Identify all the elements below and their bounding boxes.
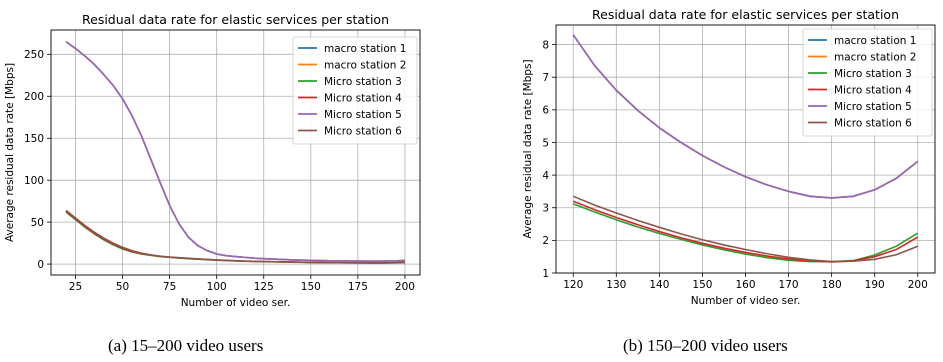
b-ytick-label: 7 [542, 72, 549, 84]
a-chart-title: Residual data rate for elastic services … [82, 12, 389, 27]
b-series-micro-station-6 [572, 195, 919, 263]
a-xtick-label: 125 [254, 281, 274, 293]
a-legend-box [292, 36, 418, 145]
b-ytick-label: 4 [542, 170, 549, 182]
a-y-axis-label: Average residual data rate [Mbps] [4, 63, 16, 242]
a-legend-label: Micro station 5 [324, 109, 402, 121]
a-series-micro-station-5 [65, 41, 405, 262]
a-ytick-label: 150 [24, 133, 44, 145]
b-series-micro-station-5 [572, 34, 919, 199]
a-series-micro-station-3 [65, 211, 405, 264]
a-plot-frame [50, 29, 421, 276]
a-xtick-label: 100 [207, 281, 227, 293]
a-ytick-label: 0 [37, 259, 44, 271]
a-ytick-label: 50 [31, 217, 44, 229]
a-xtick-label: 75 [163, 281, 176, 293]
a-xtick-label: 25 [69, 281, 82, 293]
a-xtick-label: 200 [395, 281, 415, 293]
b-ytick-label: 8 [542, 39, 549, 51]
a-ytick-label: 100 [24, 175, 44, 187]
a-xtick-label: 175 [348, 281, 368, 293]
b-ytick-label: 5 [542, 137, 549, 149]
a-series-micro-station-4 [65, 210, 405, 264]
b-y-axis-label: Average residual data rate [Mbps] [522, 59, 534, 238]
a-x-axis-label: Number of video ser. [181, 297, 291, 309]
b-xtick-label: 150 [692, 279, 712, 291]
a-ytick-label: 200 [24, 91, 44, 103]
b-legend-label: Micro station 6 [834, 118, 912, 130]
chart-b: 120 130 140 150 160 170 180 190 200 1 2 3 4 5 6 7 8 Resid… [522, 7, 936, 307]
b-xtick-label: 130 [606, 279, 626, 291]
b-ytick-label: 2 [542, 235, 549, 247]
b-legend-label: Micro station 5 [834, 101, 912, 113]
caption-b: (b) 150–200 video users [623, 336, 788, 355]
a-xtick-label: 50 [116, 281, 129, 293]
chart-a: 25 50 75 100 125 150 175 200 0 50 100 150 200 250 Resi… [4, 12, 421, 309]
b-ytick-label: 3 [542, 203, 549, 215]
b-x-axis-label: Number of video ser. [691, 295, 801, 307]
b-xtick-label: 170 [779, 279, 799, 291]
a-legend-label: Micro station 3 [324, 76, 402, 88]
b-legend-label: macro station 2 [834, 52, 916, 64]
b-legend-label: Micro station 4 [834, 85, 912, 97]
a-xtick-label: 150 [301, 281, 321, 293]
a-legend-label: macro station 2 [324, 60, 406, 72]
b-legend-label: macro station 1 [834, 35, 916, 47]
b-xtick-label: 200 [908, 279, 928, 291]
b-legend-box [802, 28, 933, 137]
a-legend-label: Micro station 6 [324, 126, 402, 138]
a-series-micro-station-6 [65, 209, 405, 264]
caption-a: (a) 15–200 video users [108, 336, 264, 355]
b-ytick-label: 1 [542, 268, 549, 280]
b-ytick-label: 6 [542, 105, 549, 117]
b-chart-title: Residual data rate for elastic services … [592, 7, 899, 22]
a-legend-label: macro station 1 [324, 43, 406, 55]
b-xtick-label: 190 [865, 279, 885, 291]
a-ytick-label: 250 [24, 49, 44, 61]
b-xtick-label: 160 [735, 279, 755, 291]
b-xtick-label: 140 [649, 279, 669, 291]
b-series-micro-station-4 [572, 200, 919, 263]
b-xtick-label: 180 [822, 279, 842, 291]
b-legend-label: Micro station 3 [834, 68, 912, 80]
b-xtick-label: 120 [563, 279, 583, 291]
a-legend-label: Micro station 4 [324, 93, 402, 105]
